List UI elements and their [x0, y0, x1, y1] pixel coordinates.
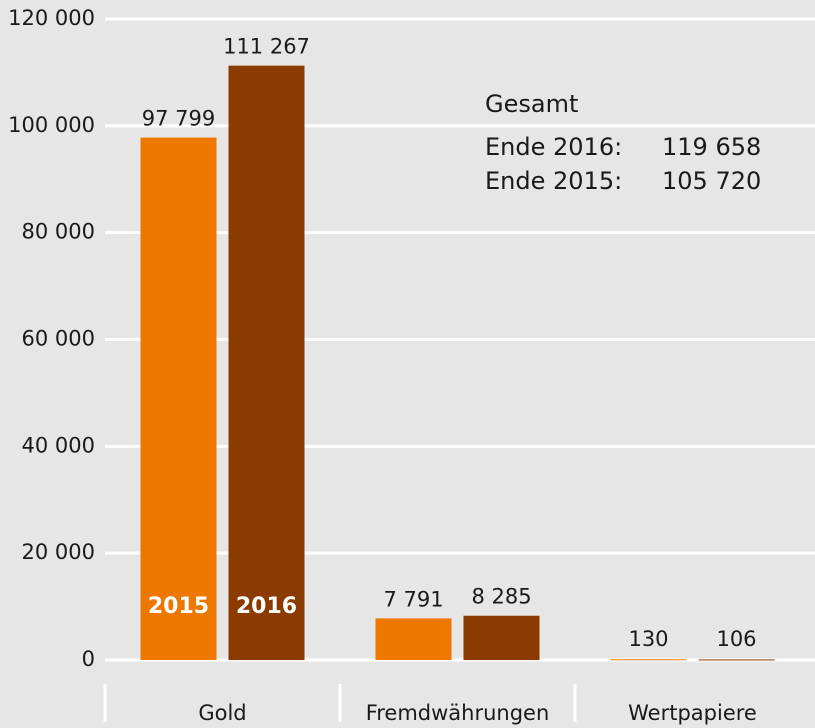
annotation-value: 105 720: [662, 167, 761, 195]
bar: [610, 659, 687, 661]
bar: [140, 137, 217, 661]
legend-label: 2016: [236, 594, 297, 619]
bar: [698, 659, 775, 661]
value-label: 106: [716, 627, 756, 651]
x-tick-label: Gold: [198, 701, 246, 725]
annotation-value: 119 658: [662, 133, 761, 161]
annotation-title: Gesamt: [485, 90, 578, 118]
y-tick-label: 120 000: [8, 6, 95, 30]
value-label: 111 267: [223, 35, 310, 59]
x-tick-label: Wertpapiere: [628, 701, 757, 725]
value-label: 8 285: [471, 585, 531, 609]
annotation-label: Ende 2016:: [485, 133, 622, 161]
y-tick-label: 0: [82, 647, 95, 671]
bar: [375, 618, 452, 660]
y-tick-label: 80 000: [22, 220, 95, 244]
y-tick-label: 40 000: [22, 433, 95, 457]
value-label: 97 799: [142, 107, 215, 131]
value-label: 130: [628, 627, 668, 651]
bar: [463, 615, 540, 660]
y-tick-label: 100 000: [8, 113, 95, 137]
annotation-label: Ende 2015:: [485, 167, 622, 195]
bar: [228, 65, 305, 660]
x-tick-label: Fremdwährungen: [366, 701, 550, 725]
y-tick-label: 60 000: [22, 327, 95, 351]
value-label: 7 791: [383, 587, 443, 611]
y-tick-label: 20 000: [22, 540, 95, 564]
legend-label: 2015: [148, 594, 209, 619]
